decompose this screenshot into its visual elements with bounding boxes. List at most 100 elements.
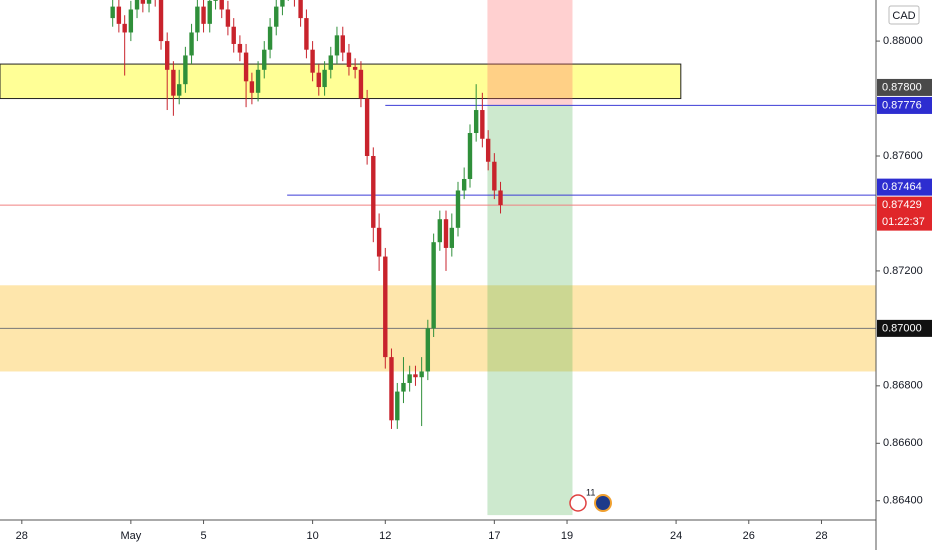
y-tick-label: 0.86600 [883,437,923,449]
candle-body [274,6,279,27]
axes: 0.88000 0.87600 0.87200 0.86800 0.86600 0.864… [16,35,932,542]
candle-body [358,69,364,99]
candle-body [467,133,473,179]
candle-body [473,110,479,134]
candle-body [189,32,194,56]
candle-body [201,6,206,24]
candle-body [262,49,267,70]
candle-body [110,6,115,19]
candle-body [461,178,467,191]
candle-body [437,219,443,243]
candle-body [443,219,449,248]
candle-body [383,256,388,358]
x-tick-label: 10 [306,530,318,542]
x-tick-label: 28 [815,530,827,542]
candle-body [419,371,424,378]
event-icon[interactable] [569,494,587,512]
candle-body [116,6,122,24]
event-badge: 11 [586,487,595,497]
candle-body [480,110,485,139]
candle-body [243,52,249,82]
candle-body [219,0,224,10]
plot-area [0,0,876,516]
currency-box [888,5,920,25]
candle-body [176,84,182,96]
candle-body [395,391,400,421]
price-label-box [877,196,932,231]
price-label-box [877,96,932,114]
candle-body [255,69,261,93]
candle-body [376,227,382,257]
x-tick-label: 12 [379,530,391,542]
candle-body [298,0,303,19]
candle-body [328,55,333,70]
x-tick-label: 26 [743,530,755,542]
candle-body [449,227,455,248]
x-tick-label: 19 [561,530,573,542]
candle-body [237,43,243,53]
candle-body [334,35,340,56]
y-tick-label: 0.86400 [883,495,923,507]
candle-body [389,357,394,421]
candle-body [401,382,406,392]
candle-body [431,242,436,329]
y-tick-label: 0.87600 [883,150,923,162]
price-label: 0.87000 [882,322,922,334]
target-area [487,105,573,516]
candle-body [407,374,412,383]
price-label: 0.87800 [882,81,922,93]
y-tick-label: 0.88000 [883,35,923,47]
zone [0,63,682,100]
candle-body [171,69,176,96]
candle-body [492,161,497,191]
price-label: 0.87429 [882,199,922,211]
event-icons: 11 [569,487,612,512]
candle-body [425,328,431,372]
candle-body [140,0,146,4]
candle-body [146,0,152,4]
currency: CAD [892,10,915,22]
candle-body [225,9,231,27]
x-tick-label: 24 [670,530,682,542]
candle-body [128,9,134,33]
candle-body [213,0,218,1]
candle-body [310,49,315,73]
candle-body [304,18,309,50]
price-label-box [877,319,932,337]
price-label-box [877,178,932,196]
candle-body [455,190,461,228]
candle-body [207,0,212,24]
candle-body [498,190,503,206]
candle-body [346,52,352,67]
candle-body [322,69,327,88]
candle-body [364,98,370,156]
candle-body [267,26,273,50]
candle-body [352,66,358,70]
stop-area [487,0,573,106]
event-icon[interactable] [594,494,612,512]
candle-body [183,55,188,85]
candle-body [134,0,140,10]
price-label: 0.87464 [882,181,922,193]
candle-body [231,26,236,44]
candle-body [316,72,321,88]
price-label-box [877,78,932,96]
x-tick-label: 5 [200,530,206,542]
price-label: 0.87776 [882,99,922,111]
candle-body [340,35,345,53]
candle-body [165,41,170,70]
candle-body [485,138,491,162]
y-tick-label: 0.87200 [883,265,923,277]
x-tick-label: 17 [488,530,500,542]
candle-body [413,374,418,378]
candle-body [195,6,200,33]
candle-body [280,0,285,7]
countdown: 01:22:37 [882,216,925,228]
candle-body [122,23,127,33]
y-tick-label: 0.86800 [883,380,923,392]
x-tick-label: 28 [16,530,28,542]
candle-body [371,156,376,228]
candle-body [249,81,255,93]
x-tick-label: May [120,530,141,542]
